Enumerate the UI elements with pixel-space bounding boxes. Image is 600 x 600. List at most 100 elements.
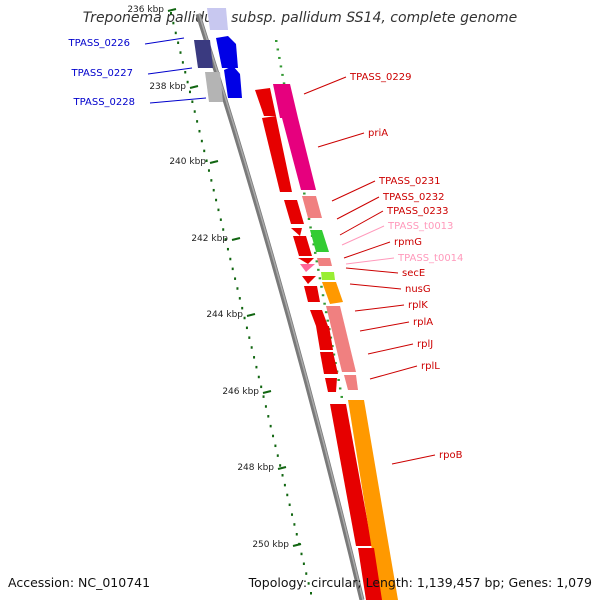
scale-dot	[274, 444, 277, 448]
scale-label: 238 kbp	[149, 82, 186, 92]
gene-leader-line	[303, 76, 347, 95]
scale-dot	[200, 139, 203, 143]
scale-dot	[257, 375, 260, 379]
gene-block-nusG-b	[322, 282, 343, 304]
scale-dot	[305, 572, 308, 575]
gene-block-0227-rev	[205, 72, 223, 102]
scale-dot	[241, 306, 244, 310]
scale-dot	[217, 208, 220, 212]
scale-label: 246 kbp	[222, 387, 259, 397]
gc-dot	[320, 285, 323, 288]
gc-dot	[313, 251, 317, 254]
gc-dot	[309, 226, 312, 229]
gene-leader-line	[359, 321, 410, 332]
scale-label: 244 kbp	[206, 310, 243, 320]
gene-label-left: TPASS_0228	[73, 97, 135, 108]
gene-block-rplL-b	[344, 375, 358, 390]
scale-dot	[310, 592, 312, 595]
gene-leader-line	[391, 454, 436, 465]
gene-block-0229	[255, 88, 276, 116]
scale-tick	[246, 313, 256, 317]
gene-block-0233b	[293, 236, 312, 256]
scale-dot	[212, 188, 215, 192]
scale-dot	[198, 129, 201, 133]
scale-dot	[279, 464, 282, 467]
scale-label: 240 kbp	[169, 157, 206, 167]
gene-block-0232	[302, 196, 322, 218]
gc-dot	[279, 65, 283, 68]
gene-label-right: TPASS_0233	[386, 206, 448, 217]
gene-label-right: rplL	[421, 361, 440, 372]
scale-dot	[283, 483, 286, 487]
gc-dot	[340, 395, 343, 398]
scale-dot	[205, 159, 208, 162]
gc-dot	[323, 302, 326, 305]
scale-dot	[210, 179, 213, 182]
gc-dot	[315, 260, 319, 263]
gene-leader-line	[147, 67, 193, 75]
gene-leader-line	[331, 180, 376, 202]
scale-dot	[229, 257, 232, 261]
gene-leader-line	[354, 304, 405, 312]
scale-dot	[219, 218, 222, 221]
scale-dot	[226, 247, 229, 251]
gc-dot	[312, 243, 315, 246]
gc-dot	[303, 192, 306, 195]
gene-leader-line	[149, 97, 207, 104]
scale-label: 242 kbp	[191, 234, 228, 244]
gene-block-rplA	[326, 306, 356, 372]
scale-dot	[224, 238, 227, 241]
scale-dot	[260, 385, 263, 389]
gc-dot	[318, 277, 322, 280]
scale-dot	[253, 356, 256, 359]
gene-leader-line	[144, 37, 185, 45]
gene-block-0226	[216, 36, 238, 68]
scale-dot	[245, 326, 248, 330]
scale-dot	[215, 198, 218, 202]
scale-dot	[188, 90, 191, 94]
scale-dot	[288, 503, 291, 507]
gene-label-left: TPASS_0227	[71, 68, 133, 79]
accession-text: Accession: NC_010741	[8, 575, 151, 590]
scale-dot	[281, 474, 284, 477]
map-title: Treponema pallidum subsp. pallidum SS14,…	[82, 10, 518, 26]
gc-dot	[332, 353, 336, 356]
gc-dot	[338, 387, 342, 390]
scale-dot	[276, 454, 279, 457]
scale-dot	[286, 493, 289, 497]
gene-leader-line	[317, 132, 365, 148]
gene-block-rpoB	[330, 404, 372, 546]
gc-dot	[324, 311, 328, 314]
scale-dot	[295, 533, 298, 536]
scale-dot	[174, 31, 177, 35]
scale-dot	[184, 70, 187, 74]
scale-dot	[196, 120, 199, 123]
backbone-highlight	[198, 13, 364, 600]
scale-dot	[255, 365, 258, 369]
gene-block-rplL	[325, 378, 337, 392]
gene-label-right: TPASS_0231	[378, 176, 440, 187]
gene-leader-line	[345, 257, 395, 265]
gc-dot	[317, 268, 320, 271]
scale-dot	[236, 287, 239, 290]
gene-block-0233	[291, 228, 302, 236]
gene-leader-line	[349, 283, 402, 290]
scale-dot	[267, 415, 270, 418]
scale-dot	[203, 149, 206, 153]
gene-block-secE-b	[302, 276, 316, 284]
gene-block-rplA-b	[316, 326, 333, 350]
scale-dot	[264, 405, 267, 408]
gene-label-right: rpoB	[439, 450, 463, 461]
scale-dot	[302, 562, 305, 566]
scale-dot	[181, 61, 184, 64]
gene-block-t0013	[298, 258, 314, 264]
gc-dot	[326, 319, 329, 322]
gene-leader-line	[339, 210, 384, 236]
gene-leader-line	[341, 225, 385, 246]
scale-dot	[191, 100, 194, 103]
gene-label-right: nusG	[405, 284, 431, 295]
gene-leader-line	[369, 365, 418, 380]
gene-label-right: rplA	[413, 317, 433, 328]
scale-dot	[234, 277, 237, 280]
